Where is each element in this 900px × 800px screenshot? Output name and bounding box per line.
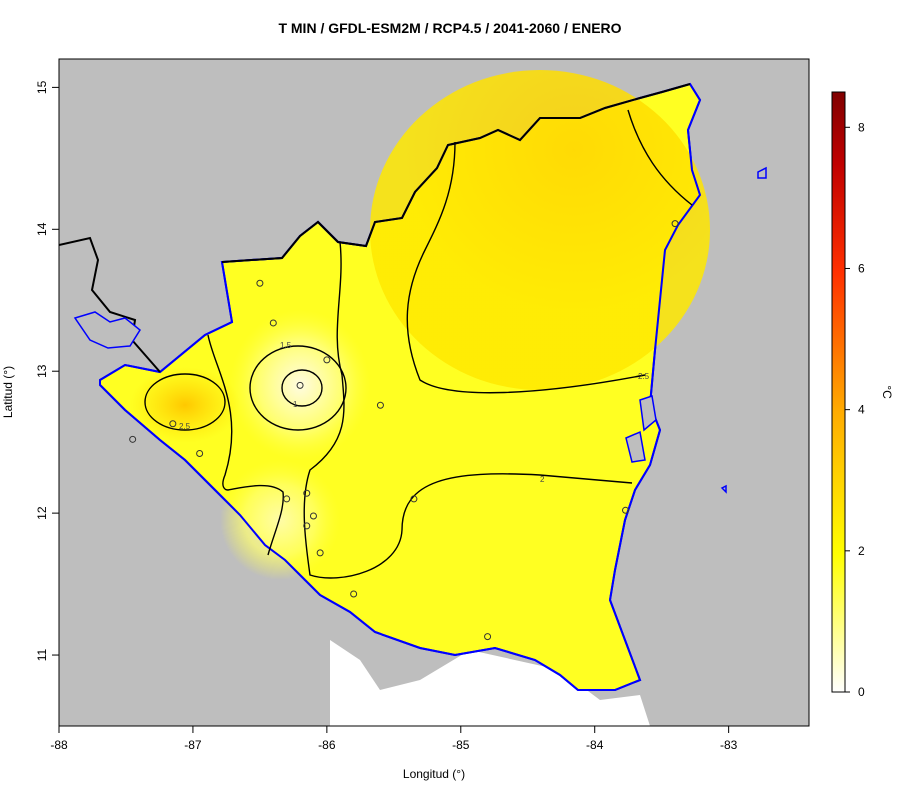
contour-line	[406, 141, 646, 394]
miskito-cay	[757, 166, 767, 179]
y-axis-title: Latitud (°)	[1, 366, 15, 418]
y-tick-label: 11	[35, 648, 49, 661]
chart-title: T MIN / GFDL-ESM2M / RCP4.5 / 2041-2060 …	[278, 20, 622, 36]
contour-label: 2.5	[638, 372, 650, 381]
y-tick-label: 13	[35, 364, 49, 378]
corn-island	[720, 484, 727, 494]
station-marker	[196, 450, 204, 458]
station-marker	[622, 506, 630, 514]
warm-zone-northwest	[130, 367, 240, 443]
contour-line	[249, 345, 347, 431]
x-axis-title: Longitud (°)	[403, 767, 465, 781]
pearl-lagoon	[639, 395, 657, 432]
station-marker	[671, 220, 679, 228]
x-tick-label: -83	[720, 738, 738, 752]
gulf-of-fonseca	[73, 311, 141, 349]
station-marker	[296, 381, 304, 389]
x-tick-label: -86	[318, 738, 336, 752]
station-marker	[350, 590, 358, 598]
contour-label: 1.5	[280, 341, 292, 350]
plot-frame	[58, 58, 810, 727]
y-tick-label: 14	[35, 222, 49, 236]
x-axis: -88 -87 -86 -85 -84 -83	[50, 726, 738, 752]
cool-zone-south	[220, 460, 340, 580]
x-tick-label: -85	[452, 738, 470, 752]
bluefields-lagoon	[625, 430, 646, 463]
station-marker	[376, 401, 384, 409]
y-axis: 11 12 13 14 15	[35, 80, 59, 661]
colorbar-tick-label: 6	[858, 261, 865, 275]
y-tick-label: 15	[35, 80, 49, 94]
contour-line	[207, 334, 284, 556]
colorbar-ticks: 0 2 4 6 8	[845, 120, 865, 699]
contour-line	[144, 373, 226, 431]
x-tick-label: -84	[586, 738, 604, 752]
station-marker	[303, 489, 311, 497]
contour-line	[627, 109, 693, 206]
contour-line	[281, 369, 323, 407]
station-marker	[256, 279, 264, 287]
y-tick-label: 12	[35, 506, 49, 520]
colorbar-tick-label: 8	[858, 120, 865, 134]
station-marker	[316, 549, 324, 557]
colorbar-tick-label: 4	[858, 403, 865, 417]
station-marker	[129, 435, 137, 443]
contour-label: 2	[540, 475, 545, 484]
station-marker	[169, 420, 177, 428]
station-marker	[283, 495, 291, 503]
station-marker	[410, 495, 418, 503]
station-marker	[269, 319, 277, 327]
x-tick-label: -87	[184, 738, 202, 752]
colorbar-tick-label: 0	[858, 685, 865, 699]
sea-area-caribbean	[640, 59, 809, 726]
cool-zone-center	[230, 310, 370, 460]
station-marker	[484, 633, 492, 641]
contour-label: 1	[293, 400, 298, 409]
pacific-ocean	[330, 640, 650, 726]
contour-label: 2.5	[179, 422, 191, 431]
station-marker	[309, 512, 317, 520]
station-layer	[129, 220, 679, 641]
contour-line	[303, 241, 633, 579]
x-tick-label: -88	[50, 738, 68, 752]
colorbar	[831, 91, 846, 693]
colorbar-label: °C	[880, 385, 894, 399]
station-marker	[323, 356, 331, 364]
station-marker	[303, 522, 311, 530]
colorbar-tick-label: 2	[858, 544, 865, 558]
